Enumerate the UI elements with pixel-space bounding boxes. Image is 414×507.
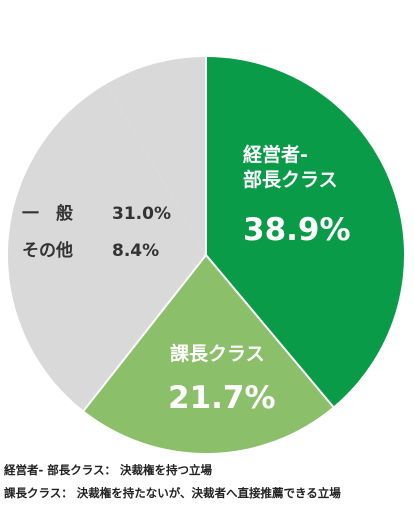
value-label: 21.7%: [168, 380, 276, 416]
value-label: 31.0%: [112, 204, 171, 224]
slice-label: 一 般: [22, 204, 73, 224]
footnote: 課長クラス： 決裁権を持たないが、決裁者へ直接推薦できる立場: [4, 486, 341, 500]
pie-slice: [206, 57, 404, 407]
pie-slice: [83, 255, 334, 453]
slice-label: 課長クラス: [170, 343, 265, 365]
value-label: 38.9%: [243, 212, 351, 248]
pie-slice: [7, 83, 206, 411]
slice-divider: [82, 254, 207, 412]
chart: [7, 57, 404, 453]
slice-label: その他: [22, 241, 73, 261]
slice-divider: [205, 254, 334, 408]
value-label: 8.4%: [112, 241, 160, 261]
slice-label: 経営者- 部長クラス: [243, 144, 338, 191]
pie-slice: [106, 57, 206, 255]
footnote: 経営者- 部長クラス： 決裁権を持つ立場: [4, 463, 213, 477]
